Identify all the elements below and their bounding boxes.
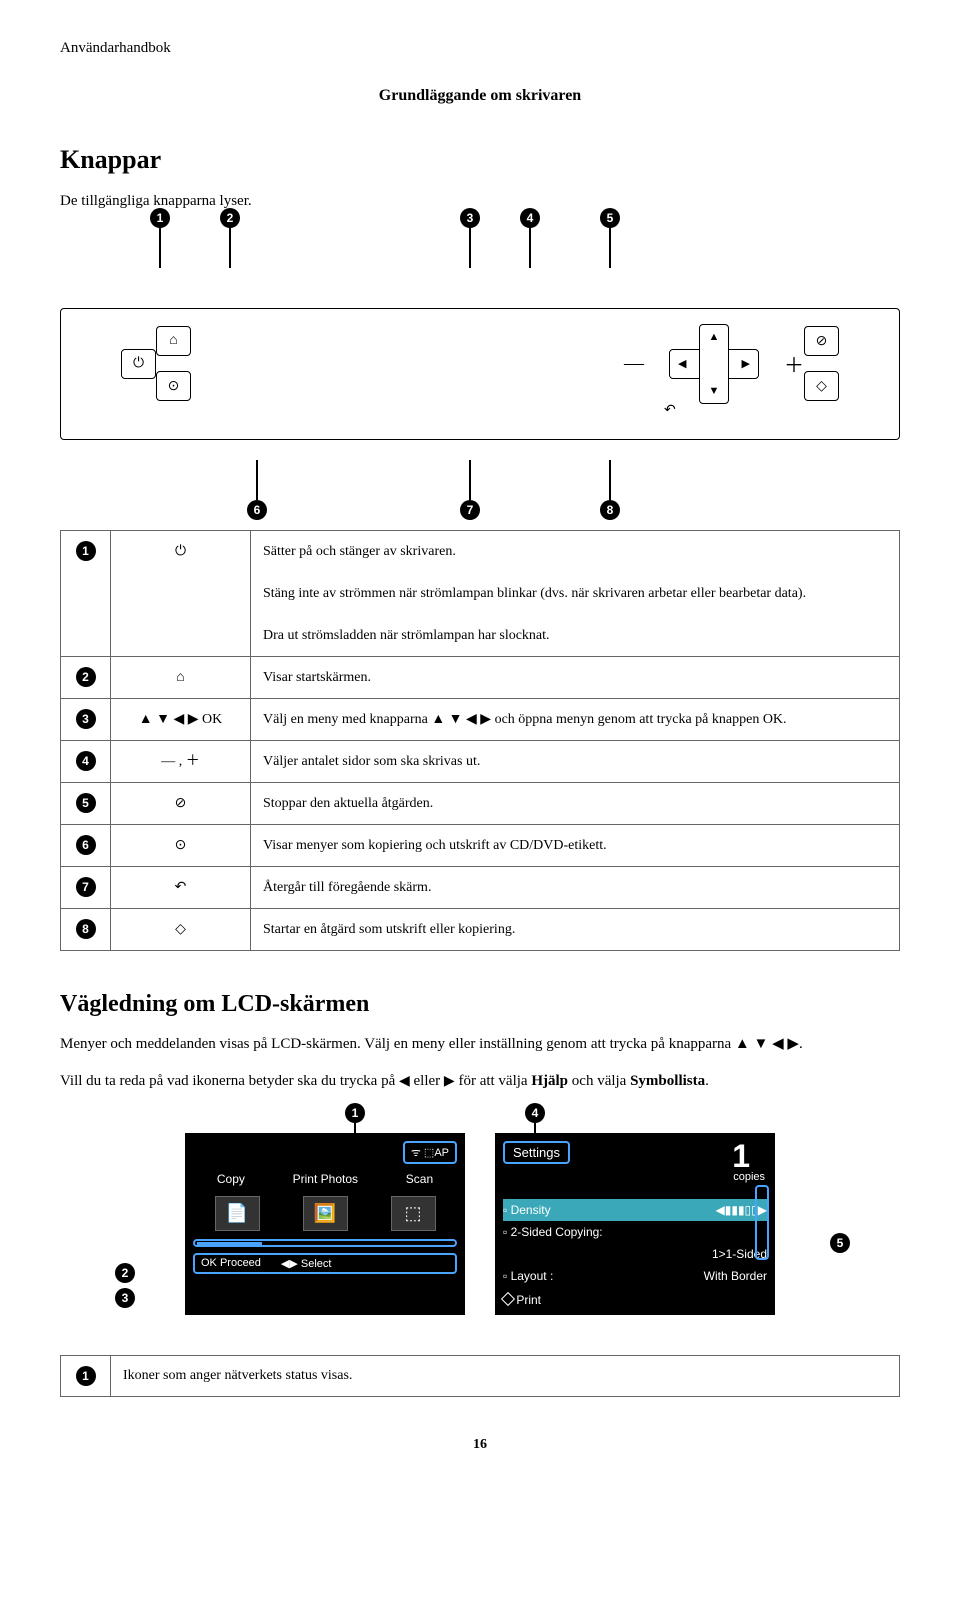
row-description: Visar menyer som kopiering och utskrift …: [251, 824, 900, 866]
table-row: 6 ⊙Visar menyer som kopiering och utskrif…: [61, 824, 900, 866]
table-row: 3 ▲ ▼ ◀ ▶ OKVälj en meny med knapparna ▲ …: [61, 698, 900, 740]
icon-legend-table: 1 Ikoner som anger nätverkets status visa…: [60, 1355, 900, 1397]
dpad: ◀OK▶ ▲▼ ↶: [669, 324, 759, 404]
marker-2: 2: [220, 208, 240, 228]
lcd-diagram: 1 4 ᯤ ⬚AP Copy Print Photos Scan 📄 🖼️ ⬚ …: [60, 1133, 900, 1315]
intro-paragraph: De tillgängliga knapparna lyser.: [60, 190, 900, 213]
lcd-marker-3: 3: [115, 1288, 135, 1308]
row-icon: ⊘: [111, 782, 251, 824]
row-icon: ⌂: [111, 656, 251, 698]
start-button: ◇: [804, 371, 839, 401]
header-doctype: Användarhandbok: [60, 40, 900, 57]
copy-icon: 📄: [215, 1196, 260, 1231]
stop-button: ⊘: [804, 326, 839, 356]
lcd-right-screen: Settings 1 copies ▫ Density◀▮▮▮▯▯▶▫ 2-Si…: [495, 1133, 775, 1315]
row-number: 5: [76, 793, 96, 813]
table-row: 7 ↶Återgår till föregående skärm.: [61, 866, 900, 908]
header-section: Grundläggande om skrivaren: [60, 87, 900, 105]
marker-4: 4: [520, 208, 540, 228]
marker-7: 7: [460, 500, 480, 520]
row-icon: — , ＋: [111, 740, 251, 782]
settings-row: ▫ Layout :With Border: [503, 1265, 767, 1287]
row-number: 4: [76, 751, 96, 771]
lcd-paragraph-1: Menyer och meddelanden visas på LCD-skär…: [60, 1033, 900, 1056]
row-icon: ◇: [111, 908, 251, 950]
row-description: Återgår till föregående skärm.: [251, 866, 900, 908]
lcd-marker-2: 2: [115, 1263, 135, 1283]
settings-row: ▫ 2-Sided Copying:: [503, 1221, 767, 1243]
lcd-marker-5: 5: [830, 1233, 850, 1253]
row-number: 1: [76, 541, 96, 561]
row-number: 2: [76, 667, 96, 687]
marker-6: 6: [247, 500, 267, 520]
copies-label: copies: [733, 1171, 765, 1183]
table-row: 1 Ikoner som anger nätverkets status visa…: [61, 1355, 900, 1396]
row-description: Ikoner som anger nätverkets status visas…: [111, 1355, 900, 1396]
lcd-progress: [193, 1239, 457, 1247]
lcd-menu-print: Print Photos: [293, 1172, 358, 1186]
table-row: 1 ⏻Sätter på och stänger av skrivaren.Stä…: [61, 530, 900, 656]
lcd-left-screen: ᯤ ⬚AP Copy Print Photos Scan 📄 🖼️ ⬚ OK P…: [185, 1133, 465, 1315]
row-number: 7: [76, 877, 96, 897]
lcd-menu-copy: Copy: [217, 1172, 245, 1186]
heading-lcd: Vägledning om LCD-skärmen: [60, 991, 900, 1018]
table-row: 8 ◇Startar en åtgärd som utskrift eller k…: [61, 908, 900, 950]
scan-icon: ⬚: [391, 1196, 436, 1231]
settings-header: Settings: [503, 1141, 570, 1164]
wifi-status-icon: ᯤ ⬚AP: [403, 1141, 457, 1164]
page-number: 16: [60, 1437, 900, 1453]
row-description: Sätter på och stänger av skrivaren.Stäng…: [251, 530, 900, 656]
row-icon: ↶: [111, 866, 251, 908]
plus-icon: ＋: [784, 349, 804, 378]
row-icon: ⊙: [111, 824, 251, 866]
bottom-markers: 6 7 8: [60, 450, 900, 500]
lcd-bottom-bar: OK Proceed ◀▶ Select: [193, 1253, 457, 1274]
right-arrow-icon: ▶: [444, 1072, 455, 1088]
row-icon: ⏻: [111, 530, 251, 656]
cd-button: ⊙: [156, 371, 191, 401]
row-description: Startar en åtgärd som utskrift eller kop…: [251, 908, 900, 950]
marker-1: 1: [150, 208, 170, 228]
lcd-menu-scan: Scan: [406, 1172, 433, 1186]
lcd-marker-4: 4: [525, 1103, 545, 1123]
copies-count: 1: [732, 1138, 750, 1175]
home-button: ⌂: [156, 326, 191, 356]
top-markers: 1 2 3 4 5: [60, 228, 900, 278]
row-description: Visar startskärmen.: [251, 656, 900, 698]
photo-icon: 🖼️: [303, 1196, 348, 1231]
heading-knappar: Knappar: [60, 145, 900, 175]
row-description: Välj en meny med knapparna ▲ ▼ ◀ ▶ och ö…: [251, 698, 900, 740]
marker-8: 8: [600, 500, 620, 520]
left-arrow-icon: ◀: [399, 1072, 410, 1088]
row-number: 8: [76, 919, 96, 939]
row-description: Väljer antalet sidor som ska skrivas ut.: [251, 740, 900, 782]
row-number: 6: [76, 835, 96, 855]
lcd-paragraph-2: Vill du ta reda på vad ikonerna betyder …: [60, 1070, 900, 1093]
row-number: 1: [76, 1366, 96, 1386]
minus-icon: —: [624, 352, 644, 375]
print-label: Print: [516, 1293, 541, 1307]
marker-3: 3: [460, 208, 480, 228]
table-row: 4 — , ＋Väljer antalet sidor som ska skriv…: [61, 740, 900, 782]
table-row: 5 ⊘Stoppar den aktuella åtgärden.: [61, 782, 900, 824]
ink-level-bar: [755, 1185, 769, 1260]
lcd-marker-1: 1: [345, 1103, 365, 1123]
button-table: 1 ⏻Sätter på och stänger av skrivaren.Stä…: [60, 530, 900, 951]
settings-row: ▫ Density◀▮▮▮▯▯▶: [503, 1199, 767, 1221]
table-row: 2 ⌂Visar startskärmen.: [61, 656, 900, 698]
row-description: Stoppar den aktuella åtgärden.: [251, 782, 900, 824]
settings-row: 1>1-Sided: [503, 1243, 767, 1265]
row-number: 3: [76, 709, 96, 729]
power-button: ⏻: [121, 349, 156, 379]
control-panel-diagram: ⏻ ⌂ ⊙ — ◀OK▶ ▲▼ ↶ ＋ ⊘ ◇: [60, 308, 900, 440]
marker-5: 5: [600, 208, 620, 228]
row-icon: ▲ ▼ ◀ ▶ OK: [111, 698, 251, 740]
